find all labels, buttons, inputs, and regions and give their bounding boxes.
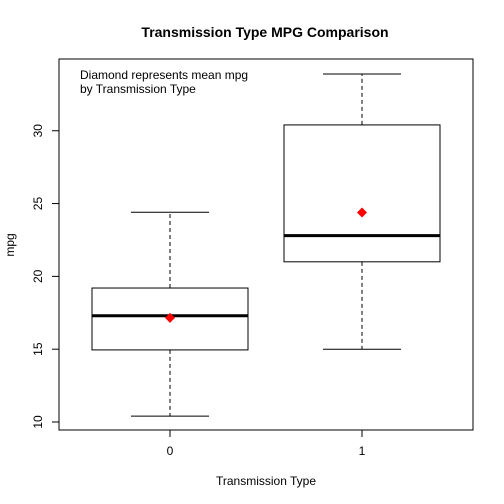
y-tick-label: 25: [31, 197, 45, 211]
y-tick-label: 30: [31, 124, 45, 138]
x-tick-label: 1: [359, 444, 366, 458]
y-tick-label: 15: [31, 342, 45, 356]
chart-title: Transmission Type MPG Comparison: [141, 24, 388, 40]
annotation-line: by Transmission Type: [80, 82, 196, 96]
box-1: [283, 73, 441, 350]
y-axis: 10 15 20 25 30: [31, 124, 60, 429]
y-tick-label: 10: [31, 415, 45, 429]
x-axis-label: Transmission Type: [216, 474, 316, 488]
box-0: [91, 211, 249, 417]
y-tick-label: 20: [31, 269, 45, 283]
boxes-group: [91, 73, 441, 417]
mean-diamond: [165, 312, 175, 323]
iqr-box: [283, 124, 441, 263]
y-axis-label: mpg: [3, 233, 17, 256]
mean-diamond: [357, 207, 367, 218]
x-tick-label: 0: [167, 444, 174, 458]
annotation-line: Diamond represents mean mpg: [80, 68, 248, 82]
